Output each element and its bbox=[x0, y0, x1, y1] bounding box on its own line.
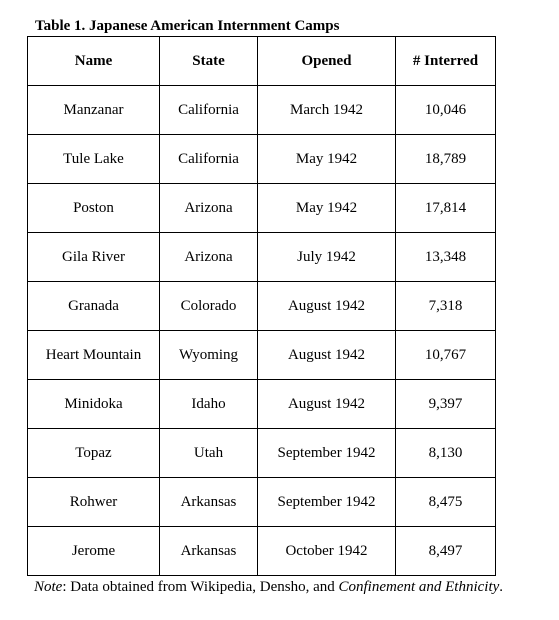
cell-opened: March 1942 bbox=[257, 85, 396, 135]
table-row: Topaz Utah September 1942 8,130 bbox=[27, 428, 496, 478]
cell-name: Manzanar bbox=[27, 85, 160, 135]
table-caption: Table 1. Japanese American Internment Ca… bbox=[35, 18, 340, 34]
cell-interred: 10,767 bbox=[395, 330, 496, 380]
cell-name: Poston bbox=[27, 183, 160, 233]
cell-name: Jerome bbox=[27, 526, 160, 576]
cell-state: Wyoming bbox=[159, 330, 258, 380]
cell-interred: 8,130 bbox=[395, 428, 496, 478]
table-row: Poston Arizona May 1942 17,814 bbox=[27, 183, 496, 233]
cell-state: Arizona bbox=[159, 183, 258, 233]
cell-state: California bbox=[159, 85, 258, 135]
cell-state: Arkansas bbox=[159, 526, 258, 576]
header-name: Name bbox=[27, 36, 160, 86]
header-interred: # Interred bbox=[395, 36, 496, 86]
cell-interred: 7,318 bbox=[395, 281, 496, 331]
cell-name: Heart Mountain bbox=[27, 330, 160, 380]
cell-state: California bbox=[159, 134, 258, 184]
cell-name: Tule Lake bbox=[27, 134, 160, 184]
table-header-row: Name State Opened # Interred bbox=[27, 36, 496, 86]
note-label: Note bbox=[34, 579, 63, 595]
note-text: : Data obtained from Wikipedia, Densho, … bbox=[62, 579, 339, 595]
table-row: Minidoka Idaho August 1942 9,397 bbox=[27, 379, 496, 429]
cell-interred: 9,397 bbox=[395, 379, 496, 429]
header-state: State bbox=[159, 36, 258, 86]
cell-interred: 17,814 bbox=[395, 183, 496, 233]
cell-opened: August 1942 bbox=[257, 379, 396, 429]
cell-name: Gila River bbox=[27, 232, 160, 282]
cell-opened: July 1942 bbox=[257, 232, 396, 282]
cell-interred: 10,046 bbox=[395, 85, 496, 135]
table-row: Granada Colorado August 1942 7,318 bbox=[27, 281, 496, 331]
internment-camps-table: Name State Opened # Interred Manzanar Ca… bbox=[27, 36, 496, 576]
cell-opened: May 1942 bbox=[257, 183, 396, 233]
cell-opened: September 1942 bbox=[257, 477, 396, 527]
table-row: Manzanar California March 1942 10,046 bbox=[27, 85, 496, 135]
cell-name: Granada bbox=[27, 281, 160, 331]
cell-state: Colorado bbox=[159, 281, 258, 331]
header-opened: Opened bbox=[257, 36, 396, 86]
table-row: Tule Lake California May 1942 18,789 bbox=[27, 134, 496, 184]
cell-opened: September 1942 bbox=[257, 428, 396, 478]
cell-state: Arkansas bbox=[159, 477, 258, 527]
cell-opened: August 1942 bbox=[257, 330, 396, 380]
cell-state: Utah bbox=[159, 428, 258, 478]
table-row: Gila River Arizona July 1942 13,348 bbox=[27, 232, 496, 282]
cell-opened: October 1942 bbox=[257, 526, 396, 576]
cell-state: Idaho bbox=[159, 379, 258, 429]
note-source-title: Confinement and Ethnicity bbox=[338, 579, 500, 595]
table-row: Heart Mountain Wyoming August 1942 10,76… bbox=[27, 330, 496, 380]
cell-name: Rohwer bbox=[27, 477, 160, 527]
cell-interred: 8,475 bbox=[395, 477, 496, 527]
cell-name: Minidoka bbox=[27, 379, 160, 429]
table-row: Rohwer Arkansas September 1942 8,475 bbox=[27, 477, 496, 527]
cell-interred: 13,348 bbox=[395, 232, 496, 282]
cell-opened: August 1942 bbox=[257, 281, 396, 331]
cell-interred: 8,497 bbox=[395, 526, 496, 576]
cell-state: Arizona bbox=[159, 232, 258, 282]
table-note: Note: Data obtained from Wikipedia, Dens… bbox=[34, 579, 503, 596]
cell-name: Topaz bbox=[27, 428, 160, 478]
note-end: . bbox=[499, 579, 504, 595]
cell-opened: May 1942 bbox=[257, 134, 396, 184]
cell-interred: 18,789 bbox=[395, 134, 496, 184]
table-row: Jerome Arkansas October 1942 8,497 bbox=[27, 526, 496, 576]
